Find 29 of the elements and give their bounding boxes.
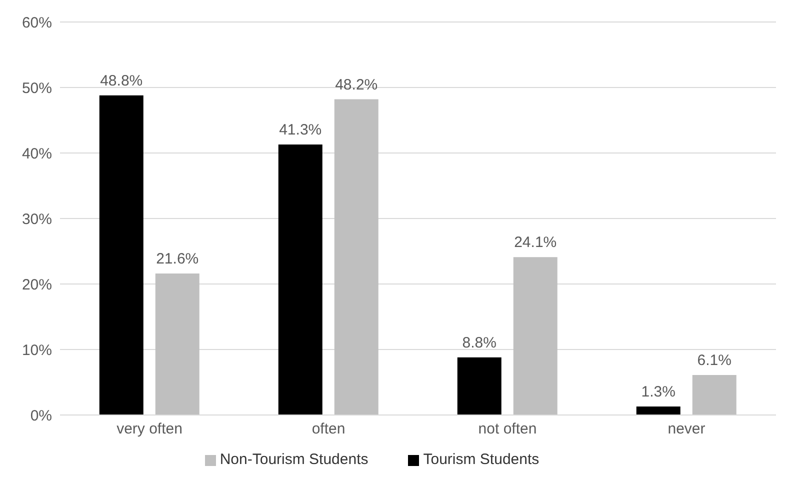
- data-label: 21.6%: [156, 250, 199, 268]
- bar: [692, 375, 736, 415]
- y-tick-label: 0%: [30, 407, 52, 424]
- bar: [513, 257, 558, 415]
- bar: [457, 357, 502, 415]
- bar: [636, 406, 680, 415]
- data-label: 48.8%: [100, 72, 143, 90]
- data-label: 8.8%: [462, 334, 496, 352]
- data-label: 41.3%: [279, 121, 322, 138]
- bar: [278, 144, 322, 415]
- data-label: 48.2%: [335, 76, 378, 94]
- x-tick-label: not often: [478, 420, 537, 438]
- legend-label: Tourism Students: [423, 451, 540, 468]
- y-tick-label: 20%: [22, 276, 52, 294]
- y-tick-label: 50%: [22, 80, 52, 97]
- bar: [334, 99, 378, 415]
- y-tick-label: 10%: [22, 342, 52, 359]
- legend-label: Non-Tourism Students: [220, 451, 368, 468]
- data-label: 1.3%: [641, 383, 676, 400]
- y-tick-label: 30%: [22, 210, 52, 228]
- x-tick-label: often: [312, 420, 346, 438]
- x-tick-label: never: [668, 420, 706, 438]
- data-label: 6.1%: [697, 352, 732, 370]
- y-tick-label: 40%: [22, 145, 52, 162]
- bar: [155, 274, 200, 415]
- data-label: 24.1%: [514, 234, 557, 252]
- y-tick-label: 60%: [22, 14, 52, 32]
- x-tick-label: very often: [116, 420, 182, 438]
- bar: [99, 95, 144, 415]
